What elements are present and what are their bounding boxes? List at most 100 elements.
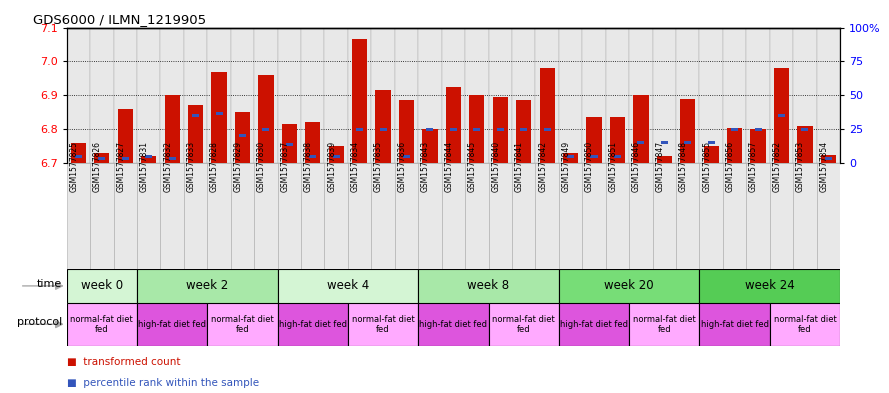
- Bar: [277, 28, 301, 163]
- Text: GSM1577843: GSM1577843: [421, 141, 430, 192]
- Bar: [567, 155, 574, 158]
- Text: week 24: week 24: [745, 279, 795, 292]
- Bar: [114, 163, 137, 269]
- Bar: [90, 163, 114, 269]
- Text: GSM1577842: GSM1577842: [538, 141, 547, 192]
- Bar: [380, 128, 387, 131]
- Text: normal-fat diet
fed: normal-fat diet fed: [70, 314, 133, 334]
- Bar: [629, 303, 700, 346]
- Bar: [582, 163, 605, 269]
- Bar: [262, 128, 269, 131]
- Bar: [778, 114, 785, 117]
- Bar: [770, 28, 793, 163]
- Bar: [188, 105, 204, 163]
- Bar: [356, 128, 364, 131]
- Bar: [67, 28, 90, 163]
- Text: GSM1577839: GSM1577839: [327, 141, 336, 192]
- Bar: [67, 269, 137, 303]
- Text: normal-fat diet
fed: normal-fat diet fed: [633, 314, 696, 334]
- Bar: [122, 156, 129, 160]
- Text: GSM1577833: GSM1577833: [187, 141, 196, 192]
- Bar: [747, 163, 770, 269]
- Bar: [517, 100, 532, 163]
- Bar: [164, 95, 180, 163]
- Bar: [67, 163, 90, 269]
- Bar: [348, 163, 372, 269]
- Bar: [427, 128, 434, 131]
- Bar: [559, 28, 582, 163]
- Text: week 4: week 4: [327, 279, 369, 292]
- Bar: [192, 114, 199, 117]
- Bar: [117, 109, 132, 163]
- Bar: [637, 141, 645, 144]
- Bar: [700, 28, 723, 163]
- Text: GSM1577840: GSM1577840: [492, 141, 501, 192]
- Text: GSM1577836: GSM1577836: [397, 141, 406, 192]
- Text: high-fat diet fed: high-fat diet fed: [279, 320, 347, 329]
- Bar: [633, 95, 648, 163]
- Bar: [821, 154, 836, 163]
- Bar: [817, 163, 840, 269]
- Text: ■  transformed count: ■ transformed count: [67, 357, 180, 367]
- Text: ■  percentile rank within the sample: ■ percentile rank within the sample: [67, 378, 259, 388]
- Bar: [137, 28, 160, 163]
- Text: GSM1577835: GSM1577835: [374, 141, 383, 192]
- Bar: [239, 134, 246, 138]
- Text: high-fat diet fed: high-fat diet fed: [420, 320, 487, 329]
- Bar: [184, 163, 207, 269]
- Bar: [137, 269, 277, 303]
- Bar: [582, 28, 605, 163]
- Bar: [731, 128, 738, 131]
- Bar: [418, 269, 559, 303]
- Bar: [442, 28, 465, 163]
- Text: GSM1577855: GSM1577855: [702, 141, 711, 192]
- Bar: [657, 156, 672, 163]
- Bar: [160, 28, 184, 163]
- Text: GSM1577825: GSM1577825: [69, 141, 78, 192]
- Text: GSM1577849: GSM1577849: [562, 141, 571, 192]
- Bar: [520, 128, 527, 131]
- Bar: [489, 28, 512, 163]
- Bar: [465, 28, 489, 163]
- Text: GSM1577845: GSM1577845: [468, 141, 477, 192]
- Text: normal-fat diet
fed: normal-fat diet fed: [352, 314, 414, 334]
- Bar: [259, 75, 274, 163]
- Bar: [676, 28, 700, 163]
- Bar: [755, 128, 762, 131]
- Bar: [301, 163, 324, 269]
- Bar: [723, 28, 747, 163]
- Bar: [67, 303, 137, 346]
- Bar: [535, 28, 559, 163]
- Bar: [332, 155, 340, 158]
- Text: GSM1577851: GSM1577851: [608, 141, 618, 192]
- Bar: [207, 303, 277, 346]
- Text: time: time: [37, 279, 62, 289]
- Bar: [703, 146, 719, 163]
- Bar: [372, 28, 395, 163]
- Text: GSM1577850: GSM1577850: [585, 141, 594, 192]
- Bar: [348, 28, 372, 163]
- Bar: [629, 163, 653, 269]
- Text: GSM1577837: GSM1577837: [280, 141, 289, 192]
- Bar: [489, 163, 512, 269]
- Bar: [282, 124, 297, 163]
- Bar: [418, 303, 489, 346]
- Text: week 8: week 8: [468, 279, 509, 292]
- Bar: [137, 303, 207, 346]
- Bar: [605, 163, 629, 269]
- Bar: [661, 141, 668, 144]
- Bar: [375, 90, 390, 163]
- Bar: [395, 28, 418, 163]
- Text: normal-fat diet
fed: normal-fat diet fed: [773, 314, 837, 334]
- Text: GSM1577832: GSM1577832: [164, 141, 172, 192]
- Text: GSM1577831: GSM1577831: [140, 141, 148, 192]
- Bar: [94, 153, 109, 163]
- Text: GSM1577856: GSM1577856: [725, 141, 734, 192]
- Text: week 20: week 20: [605, 279, 654, 292]
- Bar: [395, 163, 418, 269]
- Bar: [797, 126, 813, 163]
- Bar: [723, 163, 747, 269]
- Bar: [372, 163, 395, 269]
- Bar: [629, 28, 653, 163]
- Bar: [605, 28, 629, 163]
